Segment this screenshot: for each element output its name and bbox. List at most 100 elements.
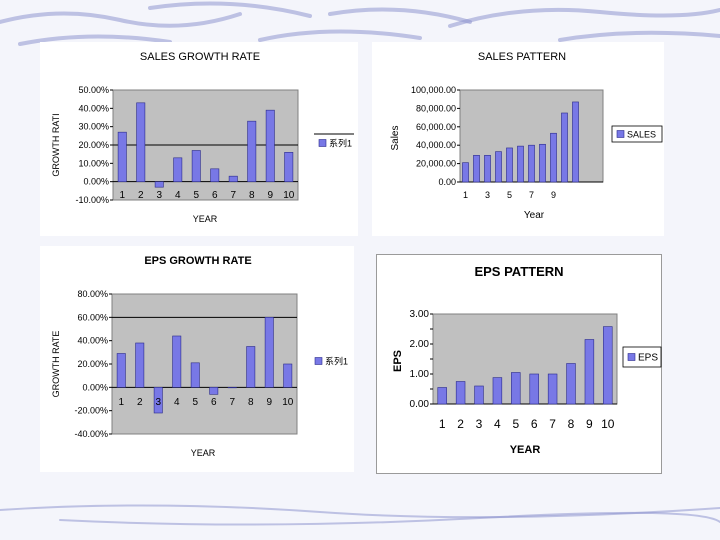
bar: [284, 152, 294, 182]
bar: [228, 175, 238, 182]
y-tick-label: -10.00%: [75, 195, 109, 205]
y-tick-label: 0.00: [410, 399, 430, 410]
y-tick-label: 80,000.00: [416, 103, 456, 113]
bar: [247, 120, 257, 182]
bar: [227, 387, 237, 389]
bar: [517, 145, 524, 183]
eps-pattern-svg: 0.00 1.00 2.00 3.00 1 2 3 4 5 6 7 8 9 10 EPS PATTERN YE…: [392, 264, 662, 456]
bar: [437, 387, 447, 405]
x-tick-label: 3: [485, 190, 490, 200]
bar: [283, 363, 293, 388]
bar: [117, 131, 127, 182]
x-tick-label: 4: [175, 190, 181, 201]
bar: [210, 168, 220, 182]
y-tick-label: 0.00%: [83, 177, 109, 187]
bar: [561, 112, 568, 183]
brush-stroke: [0, 11, 242, 28]
bar: [136, 102, 146, 182]
sales-growth-rate-chart: -10.00% 0.00% 10.00% 20.00% 30.00% 40.00% 50.0…: [40, 42, 358, 236]
legend-label: 系列1: [329, 138, 352, 149]
x-tick-label: 1: [463, 190, 468, 200]
x-axis-title: YEAR: [193, 214, 218, 224]
x-tick-label: 1: [439, 417, 446, 431]
sales-pattern-svg: 0.00 20,000.00 40,000.00 60,000.00 80,000.00…: [390, 51, 663, 221]
bar: [116, 353, 126, 388]
bar: [173, 157, 183, 182]
x-tick-label: 5: [193, 190, 199, 201]
y-axis-title: GROWTH RATI: [51, 113, 61, 176]
x-tick-label: 7: [229, 397, 235, 408]
bar: [246, 346, 256, 388]
bar: [547, 373, 558, 405]
legend-swatch: [314, 357, 323, 365]
x-tick-label: 2: [138, 190, 144, 201]
sales-growth-rate-svg: -10.00% 0.00% 10.00% 20.00% 30.00% 40.00% 50.0…: [51, 51, 354, 224]
chart-title: SALES GROWTH RATE: [140, 51, 260, 63]
bar: [135, 342, 145, 388]
x-tick-label: 6: [531, 417, 538, 431]
legend-box: [611, 125, 663, 143]
x-axis-title: YEAR: [510, 444, 541, 456]
y-tick-label: 10.00%: [78, 158, 109, 168]
bar: [566, 363, 576, 405]
bar: [529, 373, 539, 405]
bar: [172, 335, 182, 388]
y-tick-label: 40,000.00: [416, 140, 456, 150]
brush-stroke: [328, 7, 472, 24]
x-tick-label: 7: [529, 190, 534, 200]
sales-pattern-chart: 0.00 20,000.00 40,000.00 60,000.00 80,000.00…: [372, 42, 664, 236]
x-tick-label: 7: [230, 190, 236, 201]
eps-growth-rate-chart: -40.00% -20.00% 0.00% 20.00% 40.00% 60.00% 80.…: [40, 246, 354, 472]
x-tick-label: 2: [137, 397, 143, 408]
brush-stroke: [0, 504, 720, 519]
chart-title: SALES PATTERN: [478, 51, 566, 63]
y-tick-label: 20.00%: [77, 359, 108, 369]
bar: [511, 372, 521, 405]
bar: [484, 155, 491, 183]
eps-pattern-chart: 0.00 1.00 2.00 3.00 1 2 3 4 5 6 7 8 9 10 EPS PATTERN YE…: [376, 254, 662, 474]
bar: [154, 181, 164, 188]
bar: [153, 387, 163, 414]
legend-swatch: [616, 130, 625, 138]
y-tick-label: 0.00: [438, 177, 456, 187]
x-tick-label: 6: [211, 397, 217, 408]
x-tick-label: 9: [586, 417, 593, 431]
brush-stroke: [258, 29, 422, 42]
eps-growth-rate-svg: -40.00% -20.00% 0.00% 20.00% 40.00% 60.00% 80.…: [51, 255, 348, 458]
y-tick-label: 80.00%: [77, 289, 108, 299]
x-tick-label: 10: [283, 190, 295, 201]
y-tick-label: 2.00: [410, 339, 430, 350]
x-tick-label: 10: [601, 417, 615, 431]
bar: [506, 147, 513, 183]
x-tick-label: 8: [568, 417, 575, 431]
x-tick-label: 8: [249, 190, 255, 201]
y-tick-label: 60.00%: [77, 312, 108, 322]
y-axis-title: Sales: [390, 125, 401, 150]
y-tick-label: 100,000.00: [411, 85, 456, 95]
x-tick-label: 3: [476, 417, 483, 431]
chart-title: EPS GROWTH RATE: [144, 255, 251, 267]
x-tick-label: 8: [248, 397, 254, 408]
x-tick-label: 5: [507, 190, 512, 200]
x-tick-label: 7: [549, 417, 556, 431]
x-tick-label: 2: [457, 417, 464, 431]
brush-stroke: [59, 511, 720, 526]
x-tick-label: 4: [494, 417, 501, 431]
bar: [572, 101, 579, 183]
bar: [474, 385, 484, 405]
x-tick-label: 4: [174, 397, 180, 408]
y-tick-label: 20,000.00: [416, 159, 456, 169]
y-tick-label: 30.00%: [78, 122, 109, 132]
x-tick-label: 1: [118, 397, 124, 408]
y-axis-title: GROWTH RATE: [51, 331, 61, 398]
x-axis-title: Year: [524, 210, 545, 221]
y-tick-label: 50.00%: [78, 85, 109, 95]
x-axis-title: YEAR: [191, 448, 216, 458]
bar: [550, 132, 557, 183]
bar: [191, 150, 201, 182]
x-tick-label: 5: [512, 417, 519, 431]
x-tick-label: 9: [267, 190, 273, 201]
bar: [264, 317, 274, 388]
y-tick-label: 40.00%: [77, 336, 108, 346]
